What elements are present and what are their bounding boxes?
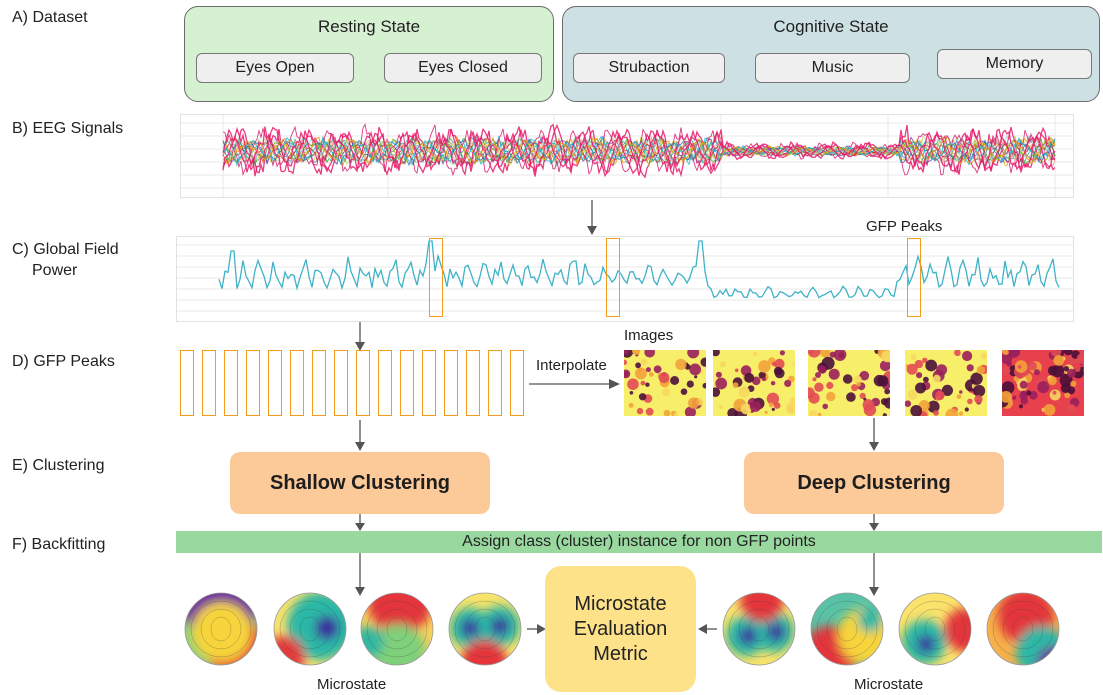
row-label-clustering: E) Clustering xyxy=(12,457,105,474)
metric-line1: Microstate xyxy=(574,592,667,615)
row-label-gfp-peaks: D) GFP Peaks xyxy=(12,353,115,370)
gfp-peaks-label: GFP Peaks xyxy=(866,218,943,235)
microstate-topomap xyxy=(898,592,972,666)
microstate-topomap xyxy=(273,592,347,666)
gfp-peak-marker-2 xyxy=(606,238,620,317)
memory-pill: Memory xyxy=(937,49,1092,79)
shallow-clustering-box: Shallow Clustering xyxy=(230,452,490,514)
microstate-evaluation-metric-box: Microstate Evaluation Metric xyxy=(545,566,696,692)
interpolated-image xyxy=(624,350,706,416)
gfp-peak-box xyxy=(400,350,414,416)
row-label-gfp-line1: C) Global Field xyxy=(12,241,119,258)
gfp-peak-box xyxy=(180,350,194,416)
deep-clustering-box: Deep Clustering xyxy=(744,452,1004,514)
gfp-panel xyxy=(176,236,1074,322)
arrow-interpolate xyxy=(529,379,620,389)
interpolated-image xyxy=(713,350,795,416)
gfp-peak-box xyxy=(422,350,436,416)
gfp-peak-box xyxy=(444,350,458,416)
row-label-backfitting: F) Backfitting xyxy=(12,536,106,553)
gfp-peak-box xyxy=(312,350,326,416)
microstate-left-label: Microstate xyxy=(317,676,387,693)
resting-state-title: Resting State xyxy=(317,17,421,36)
resting-state-group: Resting State Eyes Open Eyes Closed xyxy=(184,6,554,102)
microstate-topomap xyxy=(722,592,796,666)
gfp-peak-box xyxy=(290,350,304,416)
microstate-topomap xyxy=(360,592,434,666)
gfp-peak-box xyxy=(510,350,524,416)
arrow-backfit-to-left-microstates xyxy=(355,553,365,596)
microstate-topomap xyxy=(184,592,258,666)
row-label-eeg-signals: B) EEG Signals xyxy=(12,120,124,137)
gfp-peak-box xyxy=(268,350,282,416)
gfp-peak-box xyxy=(356,350,370,416)
interpolated-image xyxy=(808,350,890,416)
microstate-topomap xyxy=(810,592,884,666)
gfp-peak-box xyxy=(246,350,260,416)
microstate-topomap xyxy=(986,592,1060,666)
arrow-shallow-to-backfit xyxy=(355,514,365,531)
interpolated-image xyxy=(905,350,987,416)
gfp-peak-box xyxy=(224,350,238,416)
cognitive-state-group: Cognitive State Strubaction Music Memory xyxy=(562,6,1100,102)
gfp-peak-marker-3 xyxy=(907,238,921,317)
images-label: Images xyxy=(624,327,674,344)
gfp-peak-box xyxy=(202,350,216,416)
eyes-closed-pill: Eyes Closed xyxy=(384,53,542,83)
arrow-gfp-to-peaks xyxy=(355,322,365,351)
eeg-waveform xyxy=(181,115,1073,197)
gfp-peak-box xyxy=(378,350,392,416)
interpolated-image xyxy=(1002,350,1084,416)
arrow-eeg-to-gfp xyxy=(587,200,597,235)
metric-line3: Metric xyxy=(593,642,648,665)
gfp-peak-marker-1 xyxy=(429,238,443,317)
strubaction-pill: Strubaction xyxy=(573,53,725,83)
gfp-peak-box xyxy=(466,350,480,416)
interpolate-label: Interpolate xyxy=(536,357,607,374)
arrow-peaks-to-shallow xyxy=(355,420,365,451)
cognitive-state-title: Cognitive State xyxy=(773,17,889,36)
eeg-signals-panel xyxy=(180,114,1074,198)
music-pill: Music xyxy=(755,53,910,83)
gfp-peak-box xyxy=(488,350,502,416)
row-label-dataset: A) Dataset xyxy=(12,9,88,26)
row-label-gfp-line2: Power xyxy=(32,262,78,279)
gfp-waveform xyxy=(177,240,1073,312)
microstate-topomap xyxy=(448,592,522,666)
eyes-open-pill: Eyes Open xyxy=(196,53,354,83)
arrow-left-maps-to-metric xyxy=(527,624,546,634)
metric-line2: Evaluation xyxy=(573,617,668,640)
gfp-peak-box xyxy=(334,350,348,416)
arrow-right-maps-to-metric xyxy=(698,624,717,634)
backfitting-bar: Assign class (cluster) instance for non … xyxy=(176,531,1102,553)
arrow-images-to-deep xyxy=(869,418,879,451)
microstate-right-label: Microstate xyxy=(854,676,924,693)
arrow-backfit-to-right-microstates xyxy=(869,553,879,596)
arrow-deep-to-backfit xyxy=(869,514,879,531)
